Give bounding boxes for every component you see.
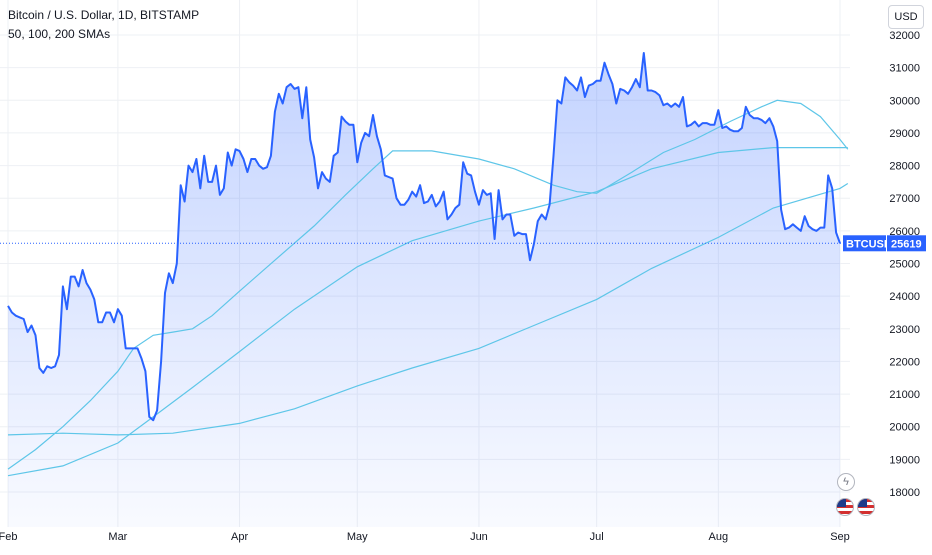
price-line	[7, 52, 841, 422]
x-tick-label: Feb	[0, 531, 17, 543]
y-tick-label: 30000	[889, 95, 920, 107]
chart-title[interactable]: Bitcoin / U.S. Dollar, 1D, BITSTAMP	[8, 8, 200, 22]
us-flag-icon[interactable]	[836, 498, 854, 516]
x-tick-label: Jun	[470, 531, 488, 543]
lightning-icon[interactable]: ϟ	[837, 473, 855, 491]
symbol-badge-text: BTCUSD	[846, 238, 892, 250]
x-tick-label: Jul	[590, 531, 604, 543]
sma-line-3	[7, 182, 849, 436]
x-tick-label: May	[347, 531, 368, 543]
sma-line-2	[7, 147, 848, 477]
x-tick-label: Aug	[709, 531, 729, 543]
sma-lines	[7, 99, 849, 477]
time-axis[interactable]: Feb Mar Apr May Jun Jul Aug Sep	[0, 531, 850, 543]
y-tick-label: 26000	[889, 226, 920, 238]
price-line-group	[7, 52, 841, 422]
sma-line-1	[7, 99, 849, 470]
y-tick-label: 19000	[889, 454, 920, 466]
currency-button[interactable]: USD	[888, 5, 924, 29]
us-flag-icon[interactable]	[857, 498, 875, 516]
y-tick-label: 20000	[889, 422, 920, 434]
indicator-legend[interactable]: 50, 100, 200 SMAs	[8, 27, 111, 41]
y-tick-label: 25000	[889, 259, 920, 271]
y-tick-label: 22000	[889, 356, 920, 368]
last-price-badge: BTCUSD 25619	[843, 235, 926, 252]
symbol-badge-bg	[843, 235, 886, 252]
price-axis[interactable]: 32000 31000 30000 29000 28000 27000 26000 25000…	[889, 30, 920, 499]
y-tick-label: 31000	[889, 63, 920, 75]
x-tick-label: Mar	[108, 531, 127, 543]
price-badge-bg	[887, 235, 926, 252]
x-tick-label: Sep	[830, 531, 850, 543]
y-tick-label: 28000	[889, 161, 920, 173]
y-tick-label: 27000	[889, 193, 920, 205]
x-tick-label: Apr	[231, 531, 248, 543]
price-badge-text: 25619	[891, 238, 922, 250]
y-tick-label: 21000	[889, 389, 920, 401]
y-tick-label: 24000	[889, 291, 920, 303]
y-tick-label: 29000	[889, 128, 920, 140]
y-tick-label: 32000	[889, 30, 920, 42]
y-tick-label: 23000	[889, 324, 920, 336]
y-tick-label: 18000	[889, 487, 920, 499]
